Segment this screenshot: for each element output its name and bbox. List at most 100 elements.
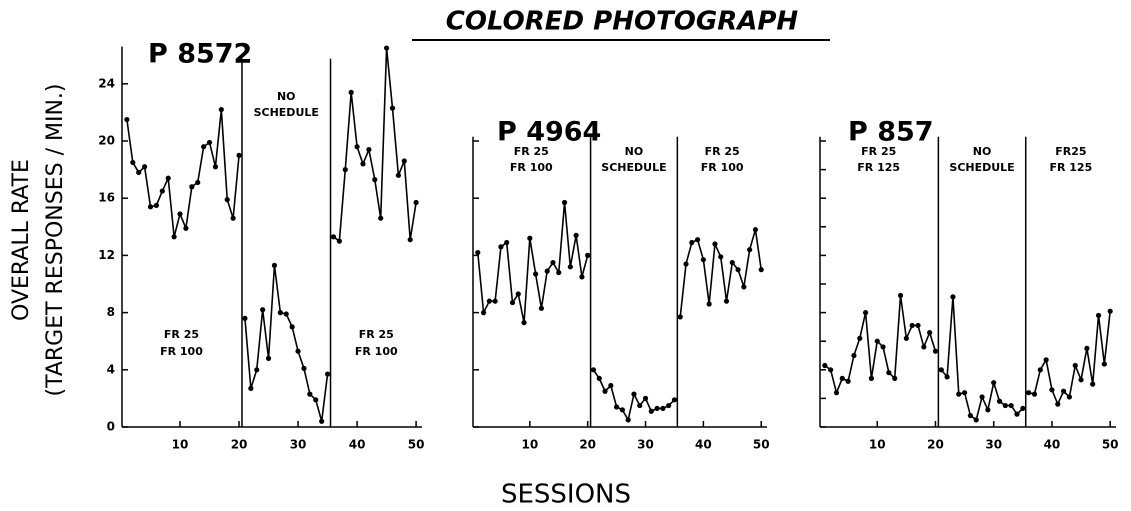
data-point	[242, 315, 248, 321]
data-point	[1026, 390, 1032, 396]
data-point	[950, 294, 956, 300]
y-tick-label: 16	[98, 191, 115, 205]
data-point	[1060, 388, 1067, 394]
data-point	[342, 167, 348, 173]
data-point	[979, 394, 985, 400]
x-tick-label: 40	[349, 438, 366, 452]
data-point	[248, 385, 254, 391]
data-point	[301, 365, 307, 371]
data-point	[1008, 402, 1014, 409]
data-point	[927, 330, 933, 336]
data-point	[921, 344, 927, 350]
data-point	[985, 407, 991, 413]
data-point	[201, 144, 207, 150]
data-point	[1090, 381, 1096, 387]
data-point	[195, 179, 201, 186]
phase-label: NO	[973, 145, 992, 158]
data-point	[909, 322, 915, 329]
data-point	[1020, 405, 1026, 412]
data-point	[492, 298, 498, 304]
panel-title: P 857	[848, 117, 934, 148]
data-point	[136, 169, 142, 176]
y-axis-label: (TARGET RESPONSES / MIN.)	[43, 84, 68, 397]
figure-title: COLORED PHOTOGRAPH	[446, 7, 799, 37]
data-point	[648, 408, 654, 414]
data-point	[573, 232, 579, 238]
data-point	[741, 284, 747, 290]
data-point	[544, 268, 550, 274]
data-point	[880, 344, 886, 350]
data-point	[336, 238, 342, 244]
y-tick-label: 8	[107, 305, 115, 319]
phase-label: FR 25	[359, 328, 394, 341]
data-point	[1049, 387, 1055, 393]
phase-label: FR 25	[514, 145, 549, 158]
phase-label: FR 125	[857, 161, 900, 174]
x-tick-label: 30	[290, 438, 307, 452]
data-point	[206, 139, 213, 146]
data-point	[944, 374, 950, 380]
data-point	[504, 239, 510, 246]
data-point	[631, 391, 637, 397]
data-point	[509, 299, 516, 306]
x-tick-label: 20	[927, 438, 944, 452]
data-point	[1014, 411, 1020, 417]
data-point	[521, 320, 527, 326]
data-point	[1078, 377, 1084, 383]
data-point	[407, 237, 413, 243]
phase-label: FR 100	[355, 345, 398, 358]
data-point	[833, 390, 840, 396]
data-point	[218, 106, 224, 113]
data-point	[389, 105, 396, 111]
data-point	[307, 391, 313, 397]
data-point	[277, 310, 283, 316]
data-point	[153, 202, 160, 208]
data-point	[283, 311, 289, 317]
x-tick-label: 40	[1044, 438, 1061, 452]
phase-label: SCHEDULE	[601, 161, 666, 174]
data-point	[324, 371, 331, 377]
data-point	[932, 348, 939, 354]
data-line	[476, 202, 763, 423]
data-point	[886, 370, 892, 376]
data-point	[1031, 391, 1038, 397]
data-point	[822, 362, 828, 369]
data-point	[892, 375, 898, 381]
data-point	[378, 215, 384, 221]
data-point	[177, 211, 183, 217]
data-point	[1066, 394, 1073, 400]
x-tick-label: 50	[408, 438, 425, 452]
data-point	[666, 402, 672, 409]
data-point	[915, 322, 921, 329]
data-point	[712, 241, 718, 247]
data-point	[1072, 362, 1078, 369]
data-point	[828, 367, 834, 373]
data-point	[165, 175, 171, 181]
x-tick-label: 30	[985, 438, 1002, 452]
data-point	[677, 314, 683, 320]
phase-label: FR25	[1055, 145, 1086, 158]
data-point	[608, 382, 614, 389]
data-point	[614, 404, 620, 410]
data-point	[413, 199, 419, 206]
data-point	[839, 375, 845, 381]
data-point	[694, 237, 701, 243]
data-point	[718, 254, 724, 260]
data-point	[596, 375, 602, 381]
data-point	[486, 298, 492, 304]
y-tick-label: 0	[107, 420, 115, 434]
data-point	[224, 197, 230, 203]
data-point	[747, 247, 753, 253]
data-point	[961, 390, 968, 396]
data-point	[845, 378, 851, 384]
data-point	[660, 405, 666, 412]
phase-label: FR 100	[510, 161, 553, 174]
data-point	[857, 335, 863, 341]
phase-label: FR 100	[701, 161, 744, 174]
phase-label: NO	[277, 90, 296, 103]
data-point	[236, 152, 242, 158]
data-point	[938, 367, 944, 373]
data-point	[991, 380, 997, 386]
data-point	[706, 301, 712, 307]
